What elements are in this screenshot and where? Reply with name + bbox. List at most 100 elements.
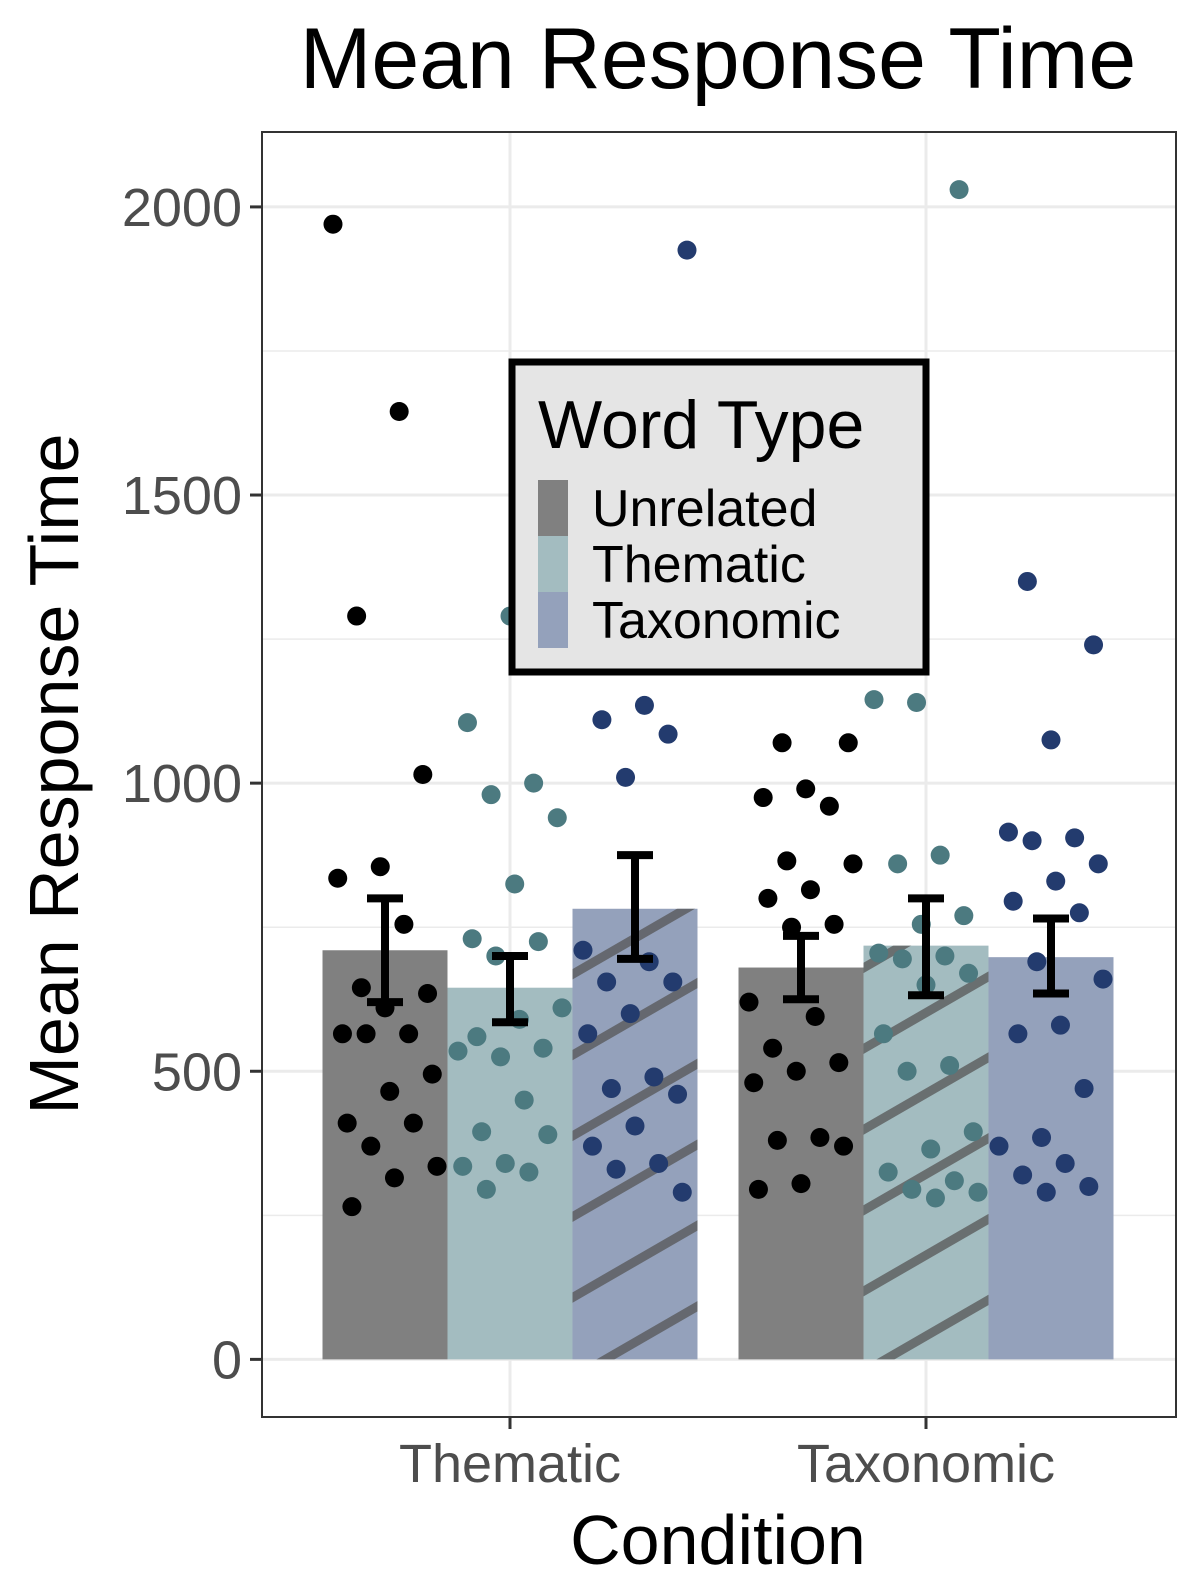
- data-point: [1088, 854, 1108, 874]
- data-point: [384, 1168, 404, 1188]
- data-point: [954, 906, 974, 926]
- data-point: [337, 1113, 357, 1133]
- y-tick-label: 500: [152, 1042, 242, 1102]
- data-point: [1003, 891, 1023, 911]
- data-point: [763, 1038, 783, 1058]
- plot-panel: [261, 131, 1177, 1418]
- data-point: [1065, 828, 1085, 848]
- data-point: [394, 914, 414, 934]
- data-point: [342, 1197, 362, 1217]
- data-point: [892, 949, 912, 969]
- data-point: [606, 1159, 626, 1179]
- legend-label: Unrelated: [592, 480, 817, 538]
- data-point: [370, 857, 390, 877]
- x-tick-label: Thematic: [399, 1434, 621, 1494]
- data-point: [777, 851, 797, 871]
- data-point: [582, 1136, 602, 1156]
- x-tick-label: Taxonomic: [797, 1434, 1055, 1494]
- y-tick-label: 1000: [122, 754, 242, 814]
- data-point: [380, 1081, 400, 1101]
- legend-title: Word Type: [538, 387, 864, 463]
- data-point: [1046, 871, 1066, 891]
- data-point: [467, 1027, 487, 1047]
- legend-key-unrelated: [538, 480, 568, 536]
- data-point: [1084, 635, 1104, 655]
- data-point: [1013, 1165, 1033, 1185]
- data-point: [944, 1171, 964, 1191]
- data-point: [767, 1130, 787, 1150]
- data-point: [592, 710, 612, 730]
- data-point: [351, 978, 371, 998]
- data-point: [578, 1024, 598, 1044]
- data-point: [1032, 1128, 1052, 1148]
- y-tick-label: 0: [212, 1330, 242, 1390]
- data-point: [457, 713, 477, 733]
- data-point: [323, 214, 343, 234]
- y-axis-title: Mean Response Time: [15, 434, 93, 1115]
- data-point: [925, 1188, 945, 1208]
- data-point: [1069, 903, 1089, 923]
- data-point: [791, 1174, 811, 1194]
- data-point: [1022, 831, 1042, 851]
- data-point: [538, 1125, 558, 1145]
- data-point: [772, 733, 792, 753]
- data-point: [552, 998, 572, 1018]
- data-point: [524, 773, 544, 793]
- data-point: [989, 1136, 1009, 1156]
- data-point: [824, 914, 844, 934]
- data-point: [753, 788, 773, 808]
- data-point: [873, 1024, 893, 1044]
- data-point: [888, 854, 908, 874]
- data-point: [663, 972, 683, 992]
- data-point: [573, 940, 593, 960]
- data-point: [1055, 1153, 1075, 1173]
- data-point: [505, 874, 525, 894]
- data-point: [389, 401, 409, 421]
- data-point: [902, 1179, 922, 1199]
- data-point: [528, 932, 548, 952]
- data-point: [462, 929, 482, 949]
- data-point: [668, 1084, 688, 1104]
- data-point: [533, 1038, 553, 1058]
- data-point: [634, 695, 654, 715]
- data-point: [399, 1024, 419, 1044]
- data-point: [800, 880, 820, 900]
- data-point: [491, 1047, 511, 1067]
- data-point: [968, 1182, 988, 1202]
- data-point: [843, 854, 863, 874]
- data-point: [677, 240, 697, 260]
- legend-box: [508, 358, 930, 676]
- data-point: [930, 845, 950, 865]
- data-point: [672, 1182, 692, 1202]
- data-point: [597, 972, 617, 992]
- error-bars: [367, 851, 1069, 1027]
- data-point: [998, 822, 1018, 842]
- data-point: [413, 765, 433, 784]
- x-axis: Thematic Taxonomic: [399, 1417, 1055, 1494]
- y-tick-label: 1500: [122, 466, 242, 526]
- data-point: [427, 1156, 447, 1176]
- chart-title: Mean Response Time: [300, 11, 1137, 107]
- bar-taxonomic-taxonomic: [988, 957, 1114, 1360]
- data-point: [1008, 1024, 1028, 1044]
- data-point: [878, 1162, 898, 1182]
- data-point: [616, 767, 636, 787]
- data-point: [819, 796, 839, 816]
- data-point: [453, 1156, 473, 1176]
- data-point: [472, 1122, 492, 1142]
- data-point: [810, 1128, 830, 1148]
- data-point: [514, 1090, 534, 1110]
- legend-key-taxonomic: [538, 592, 568, 648]
- data-point: [403, 1113, 423, 1133]
- data-point: [786, 1061, 806, 1081]
- data-point: [347, 606, 367, 626]
- data-point: [1017, 571, 1037, 591]
- data-point: [1027, 952, 1047, 972]
- data-point: [601, 1079, 621, 1099]
- data-point: [422, 1064, 442, 1084]
- data-point: [921, 1139, 941, 1159]
- data-point: [1050, 1015, 1070, 1035]
- data-point: [356, 1024, 376, 1044]
- data-point: [805, 1007, 825, 1027]
